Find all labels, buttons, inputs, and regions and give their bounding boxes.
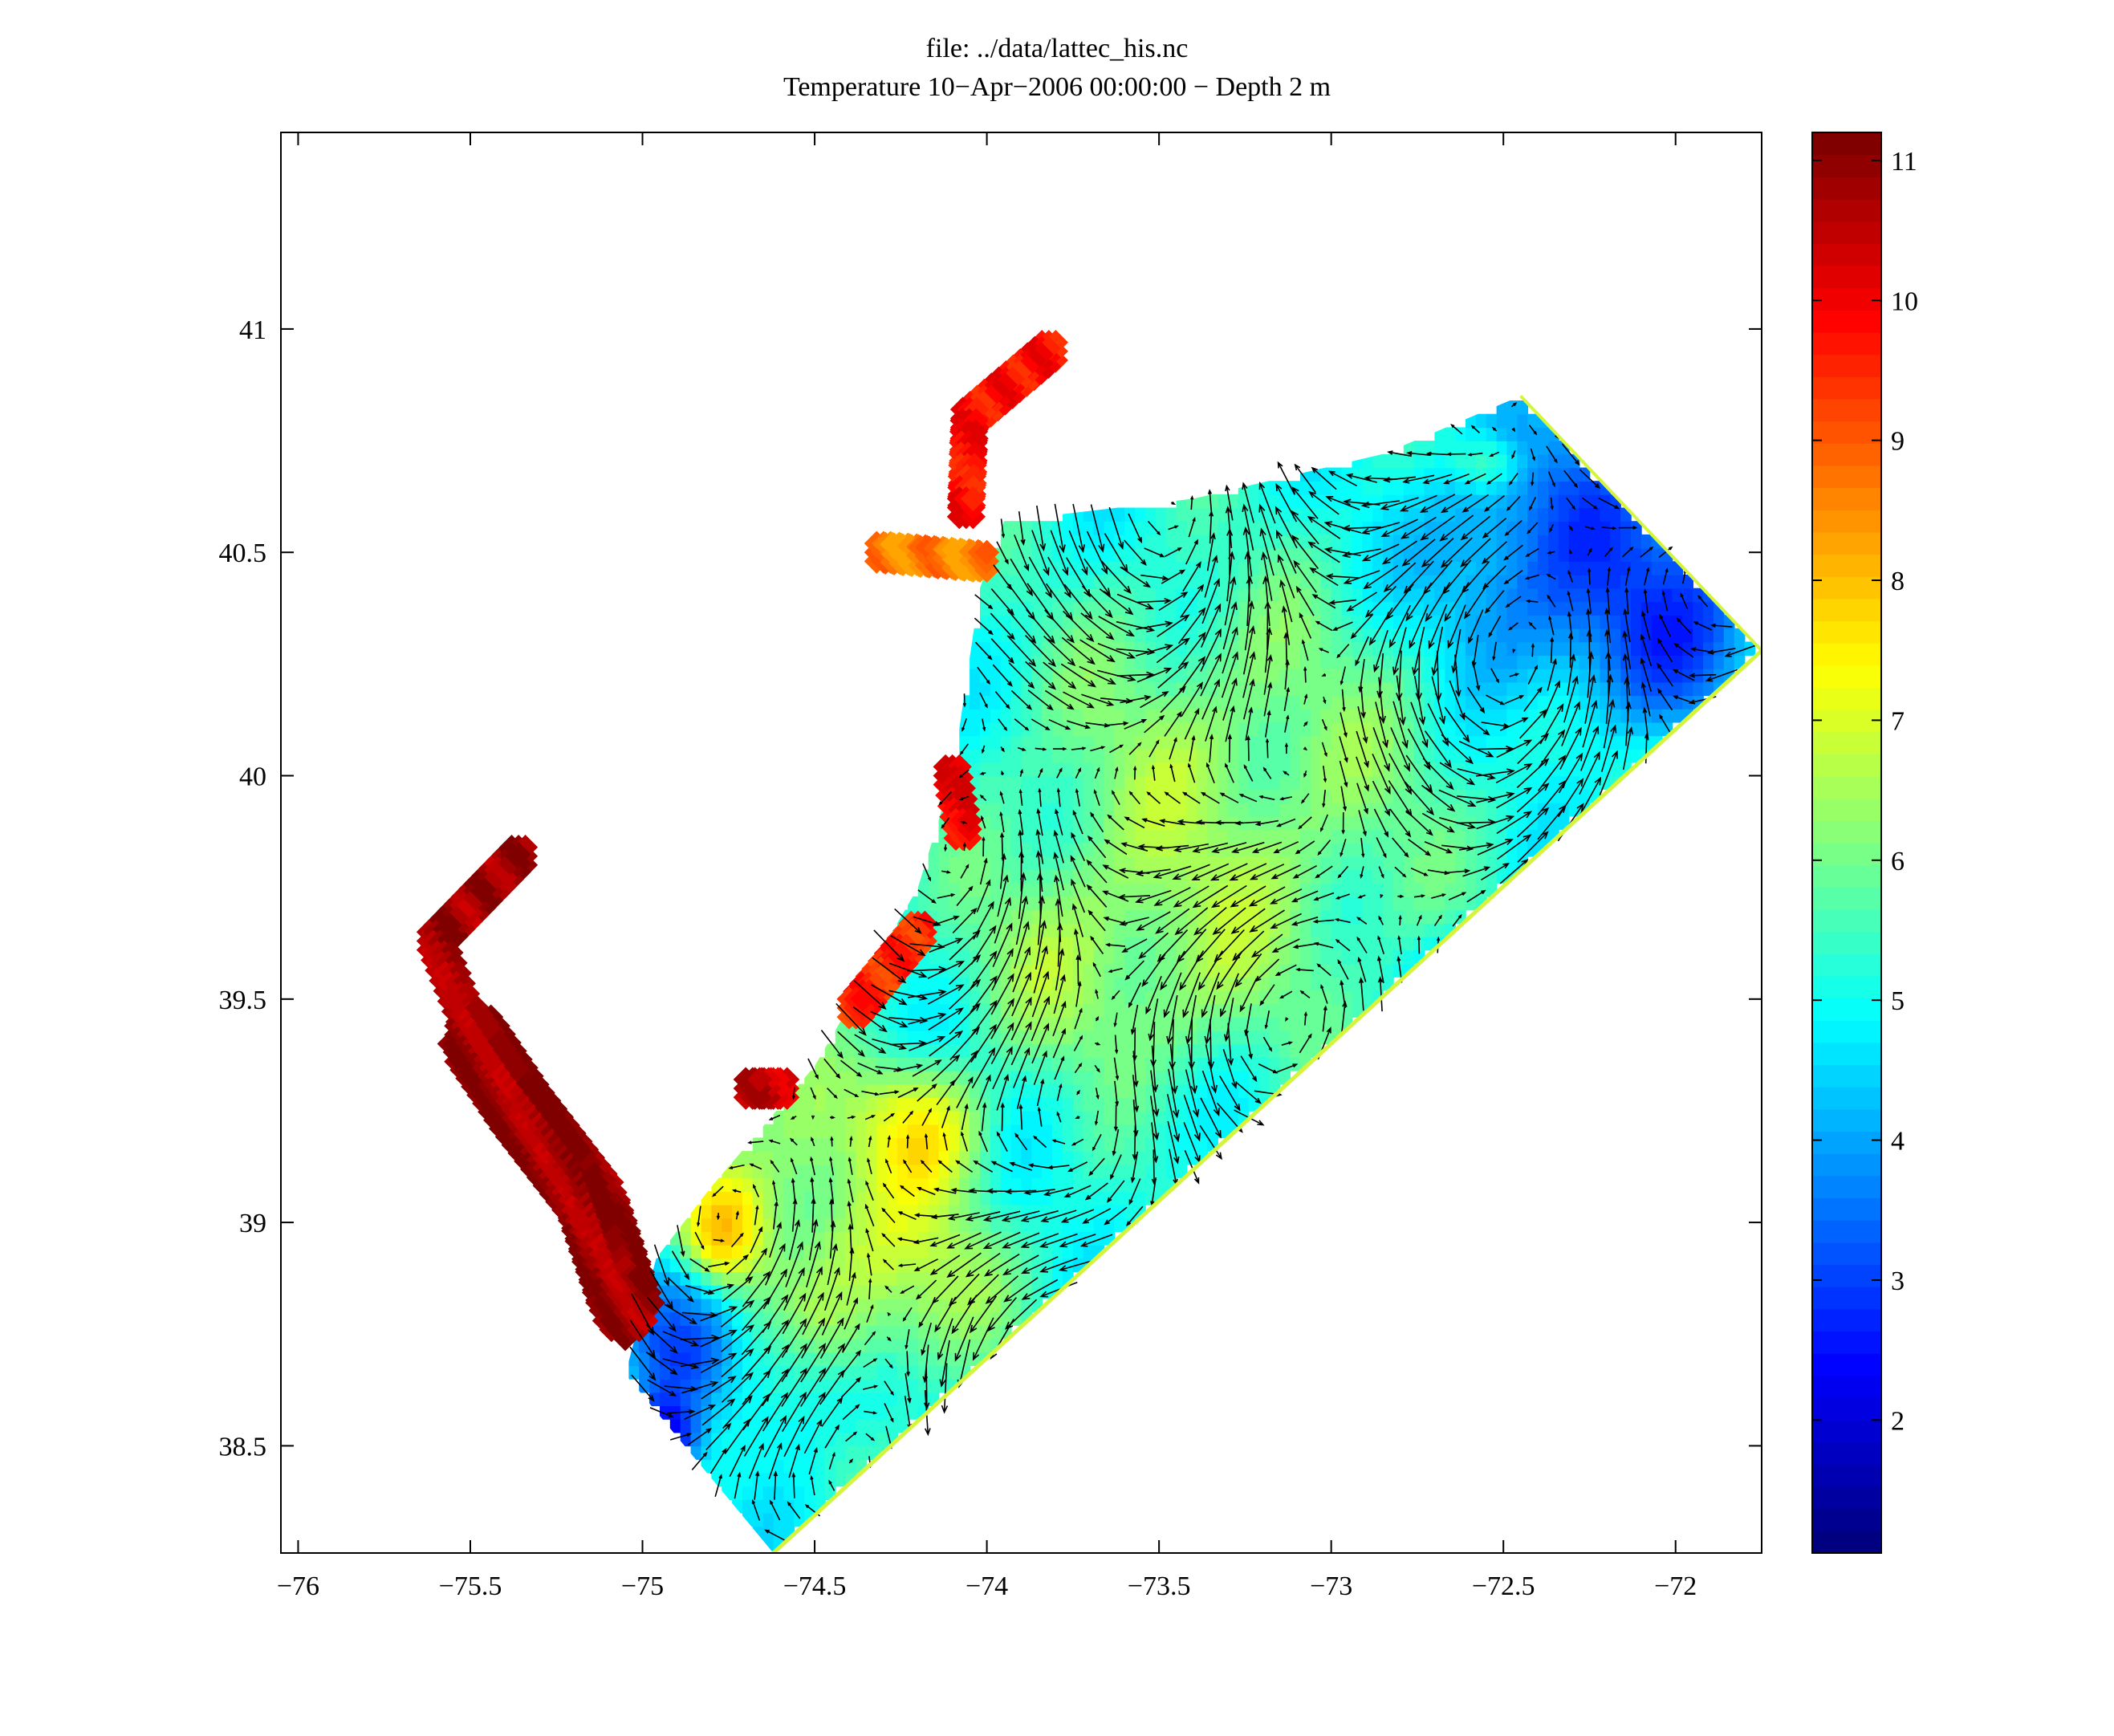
x-tick-label: −74.5: [783, 1571, 847, 1601]
colorbar-tick-label: 11: [1891, 147, 1917, 177]
y-tick-label: 40: [239, 762, 266, 792]
colorbar: 2 3 4 5 6 7 8 9 10 11: [1812, 132, 1918, 1554]
colorbar-tick-label: 2: [1891, 1406, 1905, 1436]
x-tick-label: −75: [621, 1571, 664, 1601]
colorbar-swatches: [1812, 132, 1881, 1554]
colorbar-tick-label: 9: [1891, 427, 1905, 457]
colorbar-tick-label: 8: [1891, 567, 1905, 596]
colorbar-tick-label: 10: [1891, 287, 1918, 316]
x-tick-label: −72.5: [1472, 1571, 1535, 1601]
y-tick-label: 38.5: [219, 1432, 267, 1462]
x-tick-label: −72: [1654, 1571, 1697, 1601]
colorbar-tick-label: 3: [1891, 1266, 1905, 1296]
x-tick-label: −73: [1310, 1571, 1352, 1601]
y-tick-label: 39.5: [219, 986, 267, 1015]
colorbar-tick-label: 5: [1891, 986, 1905, 1016]
estuary-great-egg: [734, 1067, 800, 1109]
x-tick-label: −76: [277, 1571, 319, 1601]
y-tick-label: 40.5: [219, 539, 267, 568]
x-tick-label: −74: [966, 1571, 1008, 1601]
figure-title-line-2: Temperature 10−Apr−2006 00:00:00 − Depth…: [0, 72, 2114, 103]
figure-title-line-1: file: ../data/lattec_his.nc: [0, 34, 2114, 64]
colorbar-tick-label: 4: [1891, 1127, 1905, 1157]
colorbar-tick-label: 6: [1891, 847, 1905, 876]
x-tick-label: −75.5: [439, 1571, 502, 1601]
x-tick-label: −73.5: [1128, 1571, 1191, 1601]
y-tick-label: 41: [239, 315, 266, 345]
colorbar-tick-label: 7: [1891, 706, 1905, 736]
y-tick-label: 39: [239, 1209, 266, 1238]
